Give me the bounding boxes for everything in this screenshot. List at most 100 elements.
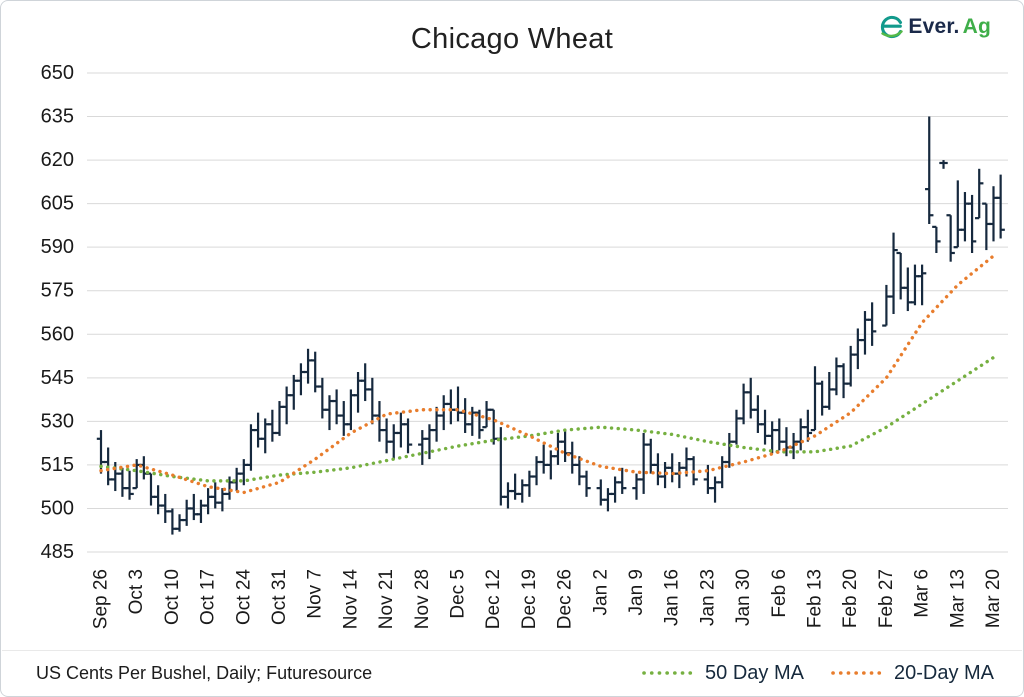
price-bar — [168, 508, 177, 535]
price-bar — [203, 488, 213, 515]
price-bar — [575, 456, 584, 486]
price-bar — [632, 473, 641, 500]
price-bar — [725, 432, 734, 468]
price-bar — [996, 174, 1005, 239]
x-axis-label: Sep 26 — [91, 569, 112, 629]
price-bar — [482, 401, 491, 429]
price-bar — [939, 160, 948, 169]
page-title: Chicago Wheat — [410, 23, 614, 55]
price-bar — [439, 395, 448, 431]
y-axis-label: 605 — [41, 193, 74, 215]
price-bar — [332, 389, 341, 425]
chart-footer: US Cents Per Bushel, Daily; Futuresource… — [2, 650, 1022, 695]
ma20-swatch-icon — [831, 671, 885, 675]
price-bar — [932, 225, 941, 253]
price-bar — [796, 418, 805, 451]
price-bar — [318, 377, 327, 419]
x-axis-label: Jan 2 — [590, 569, 611, 615]
price-bar — [646, 438, 655, 474]
x-axis-label: Oct 31 — [269, 569, 290, 625]
x-axis-label: Nov 28 — [412, 569, 433, 629]
price-bar — [311, 351, 320, 393]
source-note: US Cents Per Bushel, Daily; Futuresource — [36, 662, 373, 683]
price-bar — [603, 488, 613, 512]
price-bar — [989, 186, 998, 242]
x-axis-label: Jan 16 — [662, 569, 683, 626]
y-axis-label: 635 — [41, 106, 74, 128]
x-axis-label: Nov 14 — [340, 569, 361, 630]
y-axis-label: 485 — [41, 541, 74, 563]
price-bar — [325, 395, 334, 431]
price-bar — [268, 409, 277, 442]
price-bar — [925, 116, 934, 224]
price-bar — [175, 514, 184, 532]
x-axis-label: Oct 17 — [198, 569, 219, 625]
price-bar — [910, 264, 920, 306]
price-bar — [946, 214, 955, 262]
legend: 50 Day MA 20-Day MA — [641, 662, 994, 685]
price-bar — [303, 348, 313, 384]
x-axis-label: Dec 26 — [555, 569, 576, 629]
price-bar — [368, 377, 377, 425]
price-bar — [903, 267, 913, 312]
y-axis-label: 515 — [41, 454, 74, 476]
price-bar — [189, 493, 199, 521]
x-axis-label: Jan 30 — [733, 569, 754, 626]
price-bar — [182, 499, 191, 526]
ma50-line — [99, 355, 996, 483]
x-axis-label: Dec 12 — [483, 569, 504, 629]
price-bar — [917, 264, 927, 306]
price-bar — [218, 488, 227, 512]
y-axis-label: 560 — [41, 323, 74, 345]
price-bar — [582, 470, 591, 497]
x-axis-label: Feb 27 — [876, 569, 897, 628]
price-chart: 650 635 620 605 590 575 560 545 530 515 500 485 Sep … — [41, 62, 1008, 630]
x-axis-label: Feb 20 — [840, 569, 861, 628]
ma20-line — [99, 254, 996, 495]
price-bar — [403, 418, 413, 454]
price-bar — [967, 194, 977, 253]
x-axis-label: Oct 3 — [126, 569, 147, 614]
x-axis-label: Mar 20 — [983, 569, 1004, 628]
price-bar — [510, 473, 520, 500]
brand-name-primary: Ever. — [908, 15, 960, 38]
price-bar — [196, 499, 206, 523]
price-bar — [803, 409, 813, 442]
price-bar — [296, 363, 306, 396]
price-bar — [525, 470, 534, 497]
price-bar — [560, 430, 570, 463]
price-bar — [475, 409, 484, 439]
legend-label-ma50: 50 Day MA — [705, 661, 804, 684]
y-axis-label: 500 — [41, 497, 74, 519]
price-bar — [432, 406, 441, 442]
price-bar — [810, 366, 820, 432]
x-axis-label: Jan 9 — [626, 569, 647, 615]
price-bar — [760, 409, 770, 445]
price-bar — [360, 363, 370, 402]
price-bar — [118, 467, 127, 497]
y-axis-label: 620 — [41, 149, 74, 171]
price-bar — [146, 472, 156, 506]
price-bar — [253, 412, 263, 448]
price-bar — [710, 476, 720, 503]
price-bar — [867, 302, 877, 346]
x-axis-label: Mar 13 — [947, 569, 968, 628]
x-axis-label: Dec 19 — [519, 569, 540, 629]
everag-logo-icon — [881, 15, 904, 39]
price-bar — [339, 401, 348, 436]
price-bar — [896, 251, 905, 300]
price-bar — [382, 418, 391, 454]
legend-item-ma50: 50 Day MA — [641, 662, 804, 685]
price-bar — [418, 430, 427, 465]
price-bar — [282, 386, 291, 425]
x-axis-label: Nov 7 — [305, 569, 326, 619]
price-bar — [653, 453, 663, 486]
price-bar — [846, 345, 855, 387]
price-bar — [675, 462, 684, 489]
price-bar — [453, 386, 463, 422]
price-bar — [982, 202, 991, 251]
price-bar — [389, 424, 398, 460]
x-axis-label: Oct 24 — [233, 569, 254, 625]
price-bar — [618, 467, 627, 494]
